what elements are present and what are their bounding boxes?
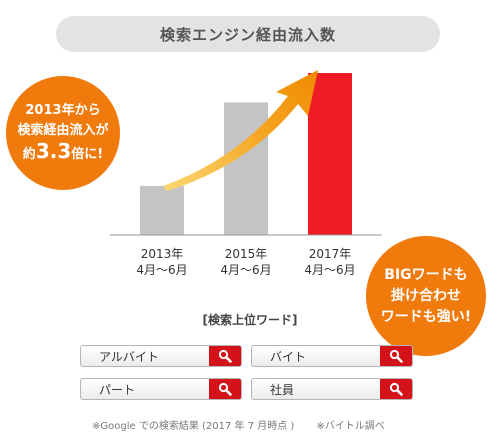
bar-1 xyxy=(224,102,268,235)
search-box-shain: 社員 xyxy=(251,378,413,400)
growth-badge-line1: 2013年から xyxy=(25,103,101,118)
magnifier-icon xyxy=(218,382,232,396)
footnote-source: ※Google での検索結果 (2017 年 7 月時点 ) xyxy=(92,421,295,432)
x-tick-label-year: 2015年 xyxy=(225,247,268,261)
search-button xyxy=(380,346,412,366)
magnifier-icon xyxy=(389,349,403,363)
keyword-badge-line1: BIGワードも xyxy=(384,266,468,283)
footnote: ※Google での検索結果 (2017 年 7 月時点 ) ※バイトル調べ xyxy=(92,417,385,432)
growth-badge-line2: 検索経由流入が xyxy=(17,123,109,138)
keyword-badge: BIGワードも 掛け合わせ ワードも強い! xyxy=(366,236,486,356)
keyword-badge-line3: ワードも強い! xyxy=(380,308,472,325)
x-tick-label-period: 4月〜6月 xyxy=(136,263,187,277)
growth-badge-line3-post: 倍に! xyxy=(71,147,104,162)
search-word: アルバイト xyxy=(99,350,159,364)
footnote-research: ※バイトル調べ xyxy=(316,421,385,432)
bar-0 xyxy=(140,185,184,235)
x-tick-label-year: 2017年 xyxy=(309,247,352,261)
search-word: パート xyxy=(99,383,136,397)
growth-badge-line3-pre: 約 xyxy=(22,147,36,162)
bar-2 xyxy=(308,73,352,235)
magnifier-icon xyxy=(389,382,403,396)
search-box-arubaito: アルバイト xyxy=(80,345,242,367)
x-tick-label-period: 4月〜6月 xyxy=(304,263,355,277)
search-button xyxy=(380,379,412,399)
search-button xyxy=(209,346,241,366)
search-button xyxy=(209,379,241,399)
x-tick-label-year: 2013年 xyxy=(141,247,184,261)
growth-badge: 2013年から 検索経由流入が 約3.3倍に! xyxy=(6,76,120,190)
search-words-heading: [検索上位ワード] xyxy=(202,313,298,327)
growth-arrow xyxy=(163,70,318,191)
magnifier-icon xyxy=(218,349,232,363)
search-word: バイト xyxy=(270,350,307,364)
search-box-baito: バイト xyxy=(251,345,413,367)
keyword-badge-line2: 掛け合わせ xyxy=(390,287,461,304)
growth-badge-multiplier: 3.3 xyxy=(35,139,72,163)
search-word: 社員 xyxy=(270,383,295,397)
search-box-part: パート xyxy=(80,378,242,400)
chart-title: 検索エンジン経由流入数 xyxy=(56,16,440,52)
x-tick-label-period: 4月〜6月 xyxy=(220,263,271,277)
